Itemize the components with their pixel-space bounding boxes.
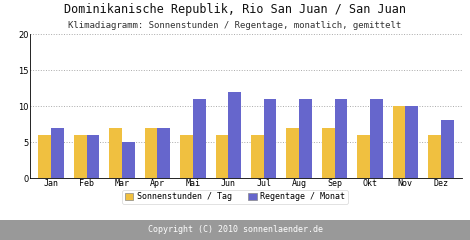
Text: Copyright (C) 2010 sonnenlaender.de: Copyright (C) 2010 sonnenlaender.de [148,226,322,234]
Bar [193,99,206,178]
Bar [216,135,228,178]
Bar [392,106,405,178]
Bar [405,106,418,178]
Bar [370,99,383,178]
Bar [335,99,347,178]
Bar [251,135,264,178]
Bar [86,135,99,178]
Bar [428,135,441,178]
Bar [74,135,86,178]
Bar [122,142,135,178]
Bar [180,135,193,178]
Bar [286,128,299,178]
Bar [157,128,170,178]
Bar [299,99,312,178]
Text: Klimadiagramm: Sonnenstunden / Regentage, monatlich, gemittelt: Klimadiagramm: Sonnenstunden / Regentage… [68,20,402,30]
Bar [357,135,370,178]
Bar [110,128,122,178]
Bar [322,128,335,178]
Bar [441,120,454,178]
Text: Dominikanische Republik, Rio San Juan / San Juan: Dominikanische Republik, Rio San Juan / … [64,4,406,17]
Bar [145,128,157,178]
Bar [264,99,276,178]
Bar [39,135,51,178]
Bar [51,128,64,178]
Bar [228,92,241,178]
Legend: Sonnenstunden / Tag, Regentage / Monat: Sonnenstunden / Tag, Regentage / Monat [123,190,347,204]
